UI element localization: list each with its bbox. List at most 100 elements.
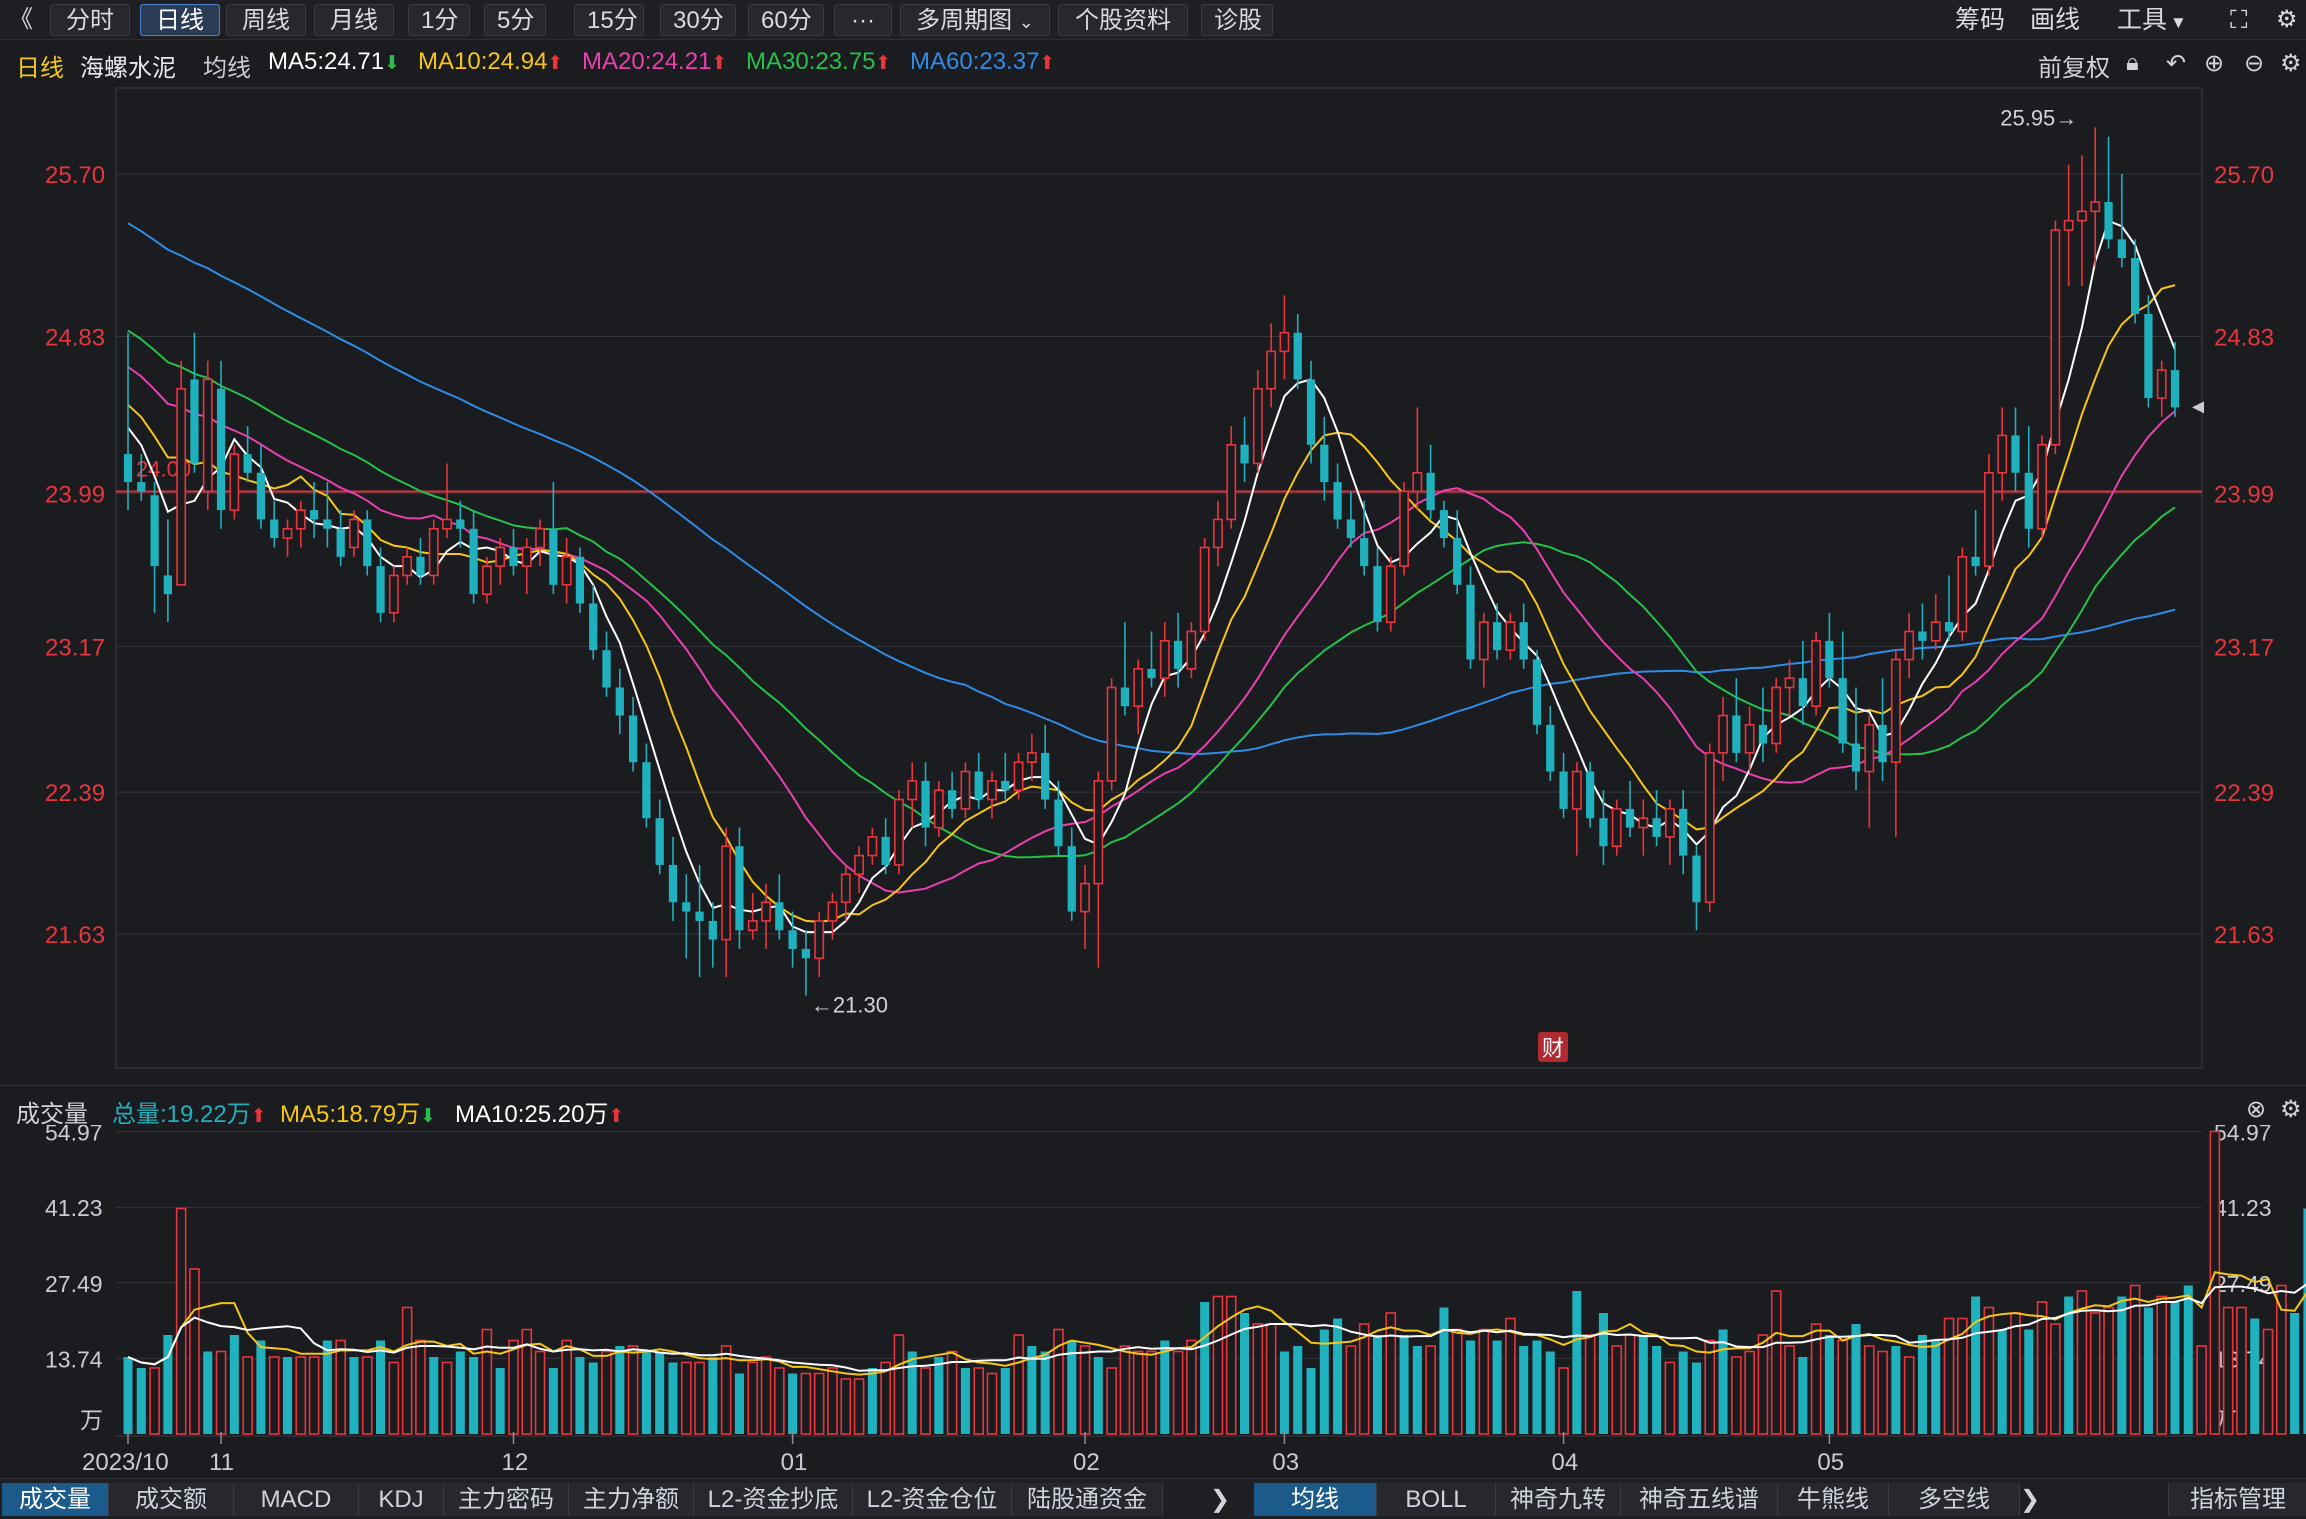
volume-bar-up <box>1225 1295 1237 1435</box>
candle-body-down <box>1466 584 1475 660</box>
tab-fenshi[interactable]: 分时 <box>50 4 130 36</box>
overlay-tab-4[interactable]: 牛熊线 <box>1778 1483 1889 1516</box>
indicator-tab-1[interactable]: 成交额 <box>109 1483 234 1516</box>
tab-1min[interactable]: 1分 <box>408 4 470 36</box>
diagnose-button[interactable]: 诊股 <box>1201 4 1273 36</box>
overlay-tab-0[interactable]: 均线 <box>1254 1483 1377 1516</box>
indicator-tab-4[interactable]: 主力密码 <box>444 1483 569 1516</box>
volume-bar-up <box>521 1328 533 1435</box>
lock-icon[interactable]: 🔒︎ <box>2126 49 2139 76</box>
tab-30min[interactable]: 30分 <box>660 4 736 36</box>
candle-body-up <box>747 920 758 932</box>
volume-bar-up <box>813 1372 825 1435</box>
indicator-tab-3[interactable]: KDJ <box>359 1483 444 1516</box>
tab-5min[interactable]: 5分 <box>484 4 546 36</box>
volume-bar-up <box>308 1356 320 1435</box>
adjust-select[interactable]: 前复权 <box>2038 55 2110 82</box>
multi-period-label: 多周期图 <box>916 7 1013 34</box>
volume-bar-up <box>1478 1328 1490 1435</box>
settings-icon[interactable]: ⚙ <box>2280 1096 2302 1123</box>
volume-panel-bg <box>116 1128 2202 1448</box>
indicator-tab-6[interactable]: L2-资金抄底 <box>694 1483 853 1516</box>
candle-body-down <box>1492 622 1502 651</box>
candle-body-down <box>509 547 518 567</box>
volume-title[interactable]: 成交量 <box>16 1101 88 1128</box>
volume-bar-down <box>1545 1351 1555 1434</box>
candle-body-up <box>761 901 771 922</box>
indicator-tab-0[interactable]: 成交量 <box>2 1483 109 1516</box>
ma30-value: MA30:23.75⬆ <box>746 48 892 75</box>
overlay-tab-5[interactable]: 多空线 <box>1889 1483 2020 1516</box>
tools-button[interactable]: 工具 ▼ <box>2117 4 2187 36</box>
overlay-tab-2[interactable]: 神奇九转 <box>1496 1483 1621 1516</box>
candle-body-up <box>2156 369 2167 399</box>
volume-bar-down <box>1652 1346 1662 1434</box>
volume-bar-down <box>1319 1329 1329 1434</box>
zoom-in-icon[interactable]: ⊕ <box>2204 50 2225 77</box>
candle-body-down <box>1293 332 1302 380</box>
multi-period-dropdown[interactable]: 多周期图 ⌄ <box>900 4 1050 36</box>
overlay-tab-1[interactable]: BOLL <box>1377 1483 1496 1516</box>
settings-icon[interactable]: ⚙ <box>2276 6 2298 33</box>
candle-body-up <box>827 901 838 922</box>
candle-body-up <box>535 527 545 549</box>
candle-body-down <box>243 454 252 473</box>
indicator-tab-2[interactable]: MACD <box>234 1483 359 1516</box>
candle-body-up <box>1013 761 1024 792</box>
volume-bar-down <box>1824 1335 1834 1434</box>
indicator-manage-button[interactable]: 指标管理 <box>2168 1483 2306 1516</box>
volume-bar-up <box>601 1350 612 1435</box>
candle-body-down <box>589 603 598 651</box>
back-button[interactable]: 《 <box>4 4 38 36</box>
indicator-tab-8[interactable]: 陆股通资金 <box>1012 1483 1163 1516</box>
tab-monthly[interactable]: 月线 <box>314 4 394 36</box>
undo-icon[interactable]: ↶ <box>2166 50 2187 77</box>
ma5-line <box>127 219 2176 934</box>
volume-bar-down <box>1519 1346 1529 1434</box>
tab-15min[interactable]: 15分 <box>574 4 644 36</box>
stock-name[interactable]: 海螺水泥 <box>80 55 176 82</box>
indicator-tab-5[interactable]: 主力净额 <box>569 1483 694 1516</box>
tab-60min[interactable]: 60分 <box>748 4 824 36</box>
indicator-tab-7[interactable]: L2-资金仓位 <box>853 1483 1012 1516</box>
volume-bar-up <box>2156 1295 2168 1435</box>
candle-body-up <box>867 836 878 857</box>
overlay-tab-3[interactable]: 神奇五线谱 <box>1621 1483 1778 1516</box>
zoom-out-icon[interactable]: ⊖ <box>2244 50 2265 77</box>
avg-label[interactable]: 均线 <box>203 55 251 82</box>
volume-bar-down <box>641 1351 651 1434</box>
volume-bar-up <box>1345 1345 1357 1435</box>
candle-body-up <box>1106 686 1117 782</box>
volume-bar-up <box>1013 1334 1024 1435</box>
candle-body-down <box>668 864 678 903</box>
more-periods-button[interactable]: ··· <box>834 4 892 36</box>
finance-badge[interactable] <box>1538 1032 1568 1062</box>
candle-body-down <box>615 687 624 716</box>
volume-bar-down <box>123 1357 133 1434</box>
candle-body-down <box>1971 556 1980 567</box>
candle-body-up <box>1930 621 1941 642</box>
volume-tick-right: 27.49 <box>2214 1271 2272 1297</box>
candle-body-up <box>402 556 413 577</box>
close-icon[interactable]: ⊗ <box>2246 1096 2267 1123</box>
ma10-line <box>127 284 2176 923</box>
fullscreen-icon[interactable]: ⛶ <box>2230 6 2248 34</box>
chart-area[interactable]: 25.70 25.70 24.83 24.83 23.99 23.99 23.17 23.17… <box>0 86 2306 1478</box>
volume-bar-down <box>1093 1357 1103 1434</box>
candle-body-down <box>1851 743 1861 772</box>
tabs-right-more-icon[interactable]: ❯ <box>2019 1486 2041 1513</box>
tab-daily[interactable]: 日线 <box>140 4 220 36</box>
candle-body-down <box>1373 566 1382 623</box>
settings-icon[interactable]: ⚙ <box>2280 50 2302 77</box>
volume-bar-down <box>788 1373 798 1434</box>
draw-line-button[interactable]: 画线 <box>2030 6 2081 34</box>
volume-unit-left: 万 <box>80 1407 103 1433</box>
candle-body-up <box>894 798 904 866</box>
volume-bar-up <box>840 1378 852 1435</box>
stock-profile-button[interactable]: 个股资料 <box>1058 4 1188 36</box>
volume-bar-up <box>880 1361 891 1435</box>
finance-badge-label[interactable]: 财 <box>1542 1037 1564 1062</box>
tabs-left-more-icon[interactable]: ❯ <box>1209 1486 1231 1513</box>
chips-button[interactable]: 筹码 <box>1955 6 2006 34</box>
tab-weekly[interactable]: 周线 <box>226 4 306 36</box>
